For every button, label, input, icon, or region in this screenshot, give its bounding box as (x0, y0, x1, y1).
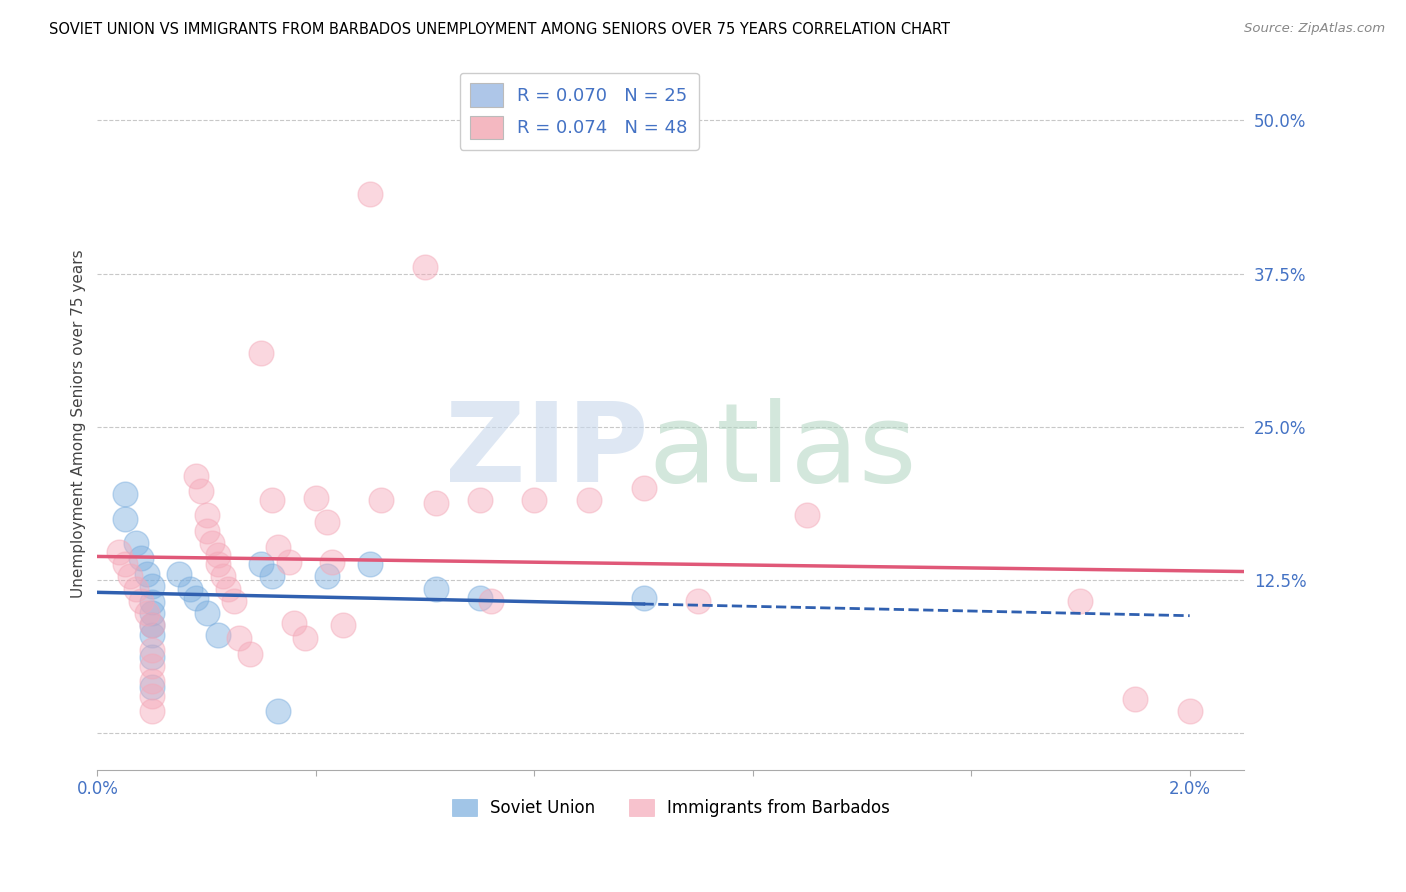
Point (425, 582, 447, 596)
Point (141, 618, 163, 632)
Point (578, 493, 600, 508)
Point (141, 690, 163, 704)
Point (1178, 704, 1201, 718)
Point (315, 569, 337, 583)
Point (195, 524, 218, 538)
Point (413, 260, 436, 275)
Point (262, 569, 284, 583)
Point (135, 606, 157, 620)
Text: Source: ZipAtlas.com: Source: ZipAtlas.com (1244, 22, 1385, 36)
Point (141, 704, 163, 718)
Point (688, 594, 710, 608)
Point (283, 615, 305, 630)
Point (633, 481, 655, 495)
Point (184, 468, 207, 483)
Point (114, 557, 136, 571)
Point (212, 569, 235, 583)
Point (1123, 692, 1146, 706)
Point (129, 594, 152, 608)
Point (135, 566, 157, 581)
Point (277, 555, 299, 569)
Point (141, 650, 163, 665)
Point (195, 508, 218, 522)
Point (523, 493, 546, 508)
Point (124, 582, 146, 596)
Point (294, 631, 316, 645)
Point (359, 557, 381, 571)
Point (124, 536, 146, 550)
Point (108, 545, 131, 559)
Point (250, 557, 273, 571)
Point (141, 673, 163, 688)
Point (141, 628, 163, 642)
Legend: Soviet Union, Immigrants from Barbados: Soviet Union, Immigrants from Barbados (446, 792, 897, 824)
Point (315, 516, 337, 530)
Point (141, 579, 163, 593)
Point (201, 536, 224, 550)
Point (129, 550, 152, 565)
Point (370, 493, 392, 508)
Point (262, 493, 284, 508)
Point (141, 606, 163, 620)
Point (468, 493, 491, 508)
Point (468, 591, 491, 606)
Point (359, 186, 381, 201)
Point (141, 643, 163, 657)
Text: atlas: atlas (648, 398, 917, 505)
Point (179, 582, 201, 596)
Point (141, 658, 163, 673)
Point (141, 618, 163, 632)
Point (479, 594, 502, 608)
Point (120, 569, 142, 583)
Point (217, 582, 239, 596)
Point (321, 555, 343, 569)
Point (141, 680, 163, 694)
Point (228, 631, 250, 645)
Point (266, 540, 288, 554)
Point (239, 647, 262, 661)
Point (633, 591, 655, 606)
Point (141, 595, 163, 609)
Point (207, 557, 229, 571)
Point (190, 483, 212, 498)
Point (266, 704, 288, 718)
Text: SOVIET UNION VS IMMIGRANTS FROM BARBADOS UNEMPLOYMENT AMONG SENIORS OVER 75 YEAR: SOVIET UNION VS IMMIGRANTS FROM BARBADOS… (49, 22, 950, 37)
Point (207, 628, 229, 642)
Point (169, 566, 191, 581)
Point (796, 508, 818, 522)
Point (184, 591, 207, 606)
Point (1069, 594, 1091, 608)
Point (222, 594, 245, 608)
Y-axis label: Unemployment Among Seniors over 75 years: Unemployment Among Seniors over 75 years (72, 250, 86, 598)
Point (425, 496, 447, 510)
Point (114, 512, 136, 526)
Point (207, 549, 229, 563)
Point (114, 487, 136, 501)
Point (332, 618, 354, 632)
Text: ZIP: ZIP (444, 398, 648, 505)
Point (195, 606, 218, 620)
Point (250, 346, 273, 360)
Point (305, 491, 328, 505)
